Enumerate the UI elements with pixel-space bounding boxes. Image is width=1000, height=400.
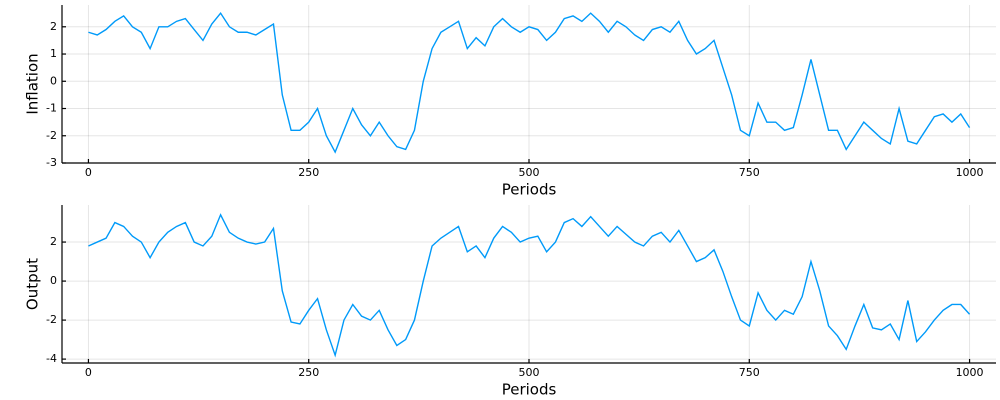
y-tick-label: -1 [46, 102, 57, 115]
y-tick-label: 2 [50, 235, 57, 248]
y-axis-label: Output [24, 258, 42, 310]
x-tick-label: 250 [298, 366, 319, 379]
y-tick-label: -4 [46, 352, 57, 365]
y-tick-label: -2 [46, 129, 57, 142]
x-tick-label: 0 [85, 166, 92, 179]
x-tick-label: 0 [85, 366, 92, 379]
y-tick-label: -2 [46, 313, 57, 326]
x-tick-label: 250 [298, 166, 319, 179]
x-axis-label: Periods [502, 181, 557, 199]
x-axis-label: Periods [502, 381, 557, 399]
x-tick-label: 1000 [956, 166, 984, 179]
x-tick-label: 500 [519, 166, 540, 179]
x-tick-label: 1000 [956, 366, 984, 379]
x-tick-label: 750 [739, 166, 760, 179]
x-tick-label: 500 [519, 366, 540, 379]
y-axis-label: Inflation [24, 53, 42, 114]
data-line [88, 11, 971, 154]
data-line [88, 213, 971, 358]
y-tick-label: 0 [50, 274, 57, 287]
y-tick-label: 1 [50, 47, 57, 60]
y-tick-label: 0 [50, 74, 57, 87]
x-tick-label: 750 [739, 366, 760, 379]
y-tick-label: -3 [46, 156, 57, 169]
y-tick-label: 2 [50, 20, 57, 33]
